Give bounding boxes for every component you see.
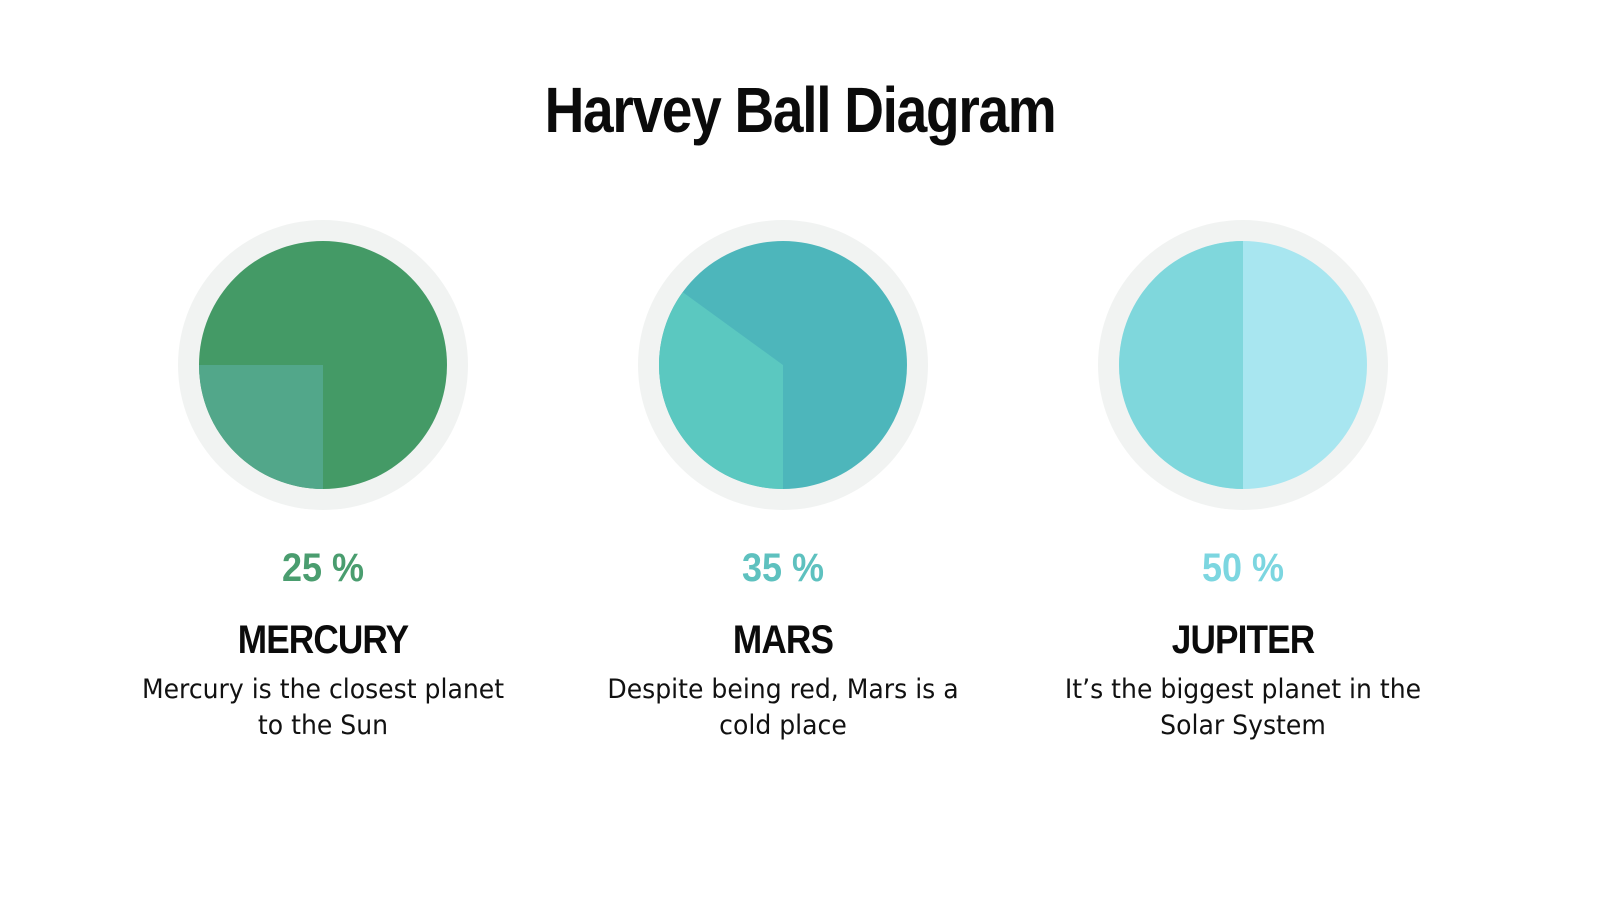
ball-slice: [199, 365, 323, 489]
harvey-ball: [1098, 220, 1388, 510]
ball-slice: [658, 292, 783, 489]
harvey-item-mercury: 25 % MERCURY Mercury is the closest plan…: [113, 220, 533, 780]
harvey-item-mars: 35 % MARS Despite being red, Mars is a c…: [573, 220, 993, 780]
harvey-ball-chart: [178, 220, 468, 510]
page-title: Harvey Ball Diagram: [544, 74, 1057, 146]
item-name: MARS: [732, 618, 834, 662]
value-label: 35 %: [741, 546, 825, 590]
item-description: Mercury is the closest planet to the Sun: [141, 674, 505, 741]
item-description: It’s the biggest planet in the Solar Sys…: [1064, 674, 1422, 741]
value-label: 50 %: [1201, 546, 1285, 590]
harvey-ball: [178, 220, 468, 510]
harvey-item-jupiter: 50 % JUPITER It’s the biggest planet in …: [1033, 220, 1453, 780]
ball-slice: [1119, 241, 1243, 489]
harvey-ball-chart: [1098, 220, 1388, 510]
harvey-ball: [638, 220, 928, 510]
item-description: Despite being red, Mars is a cold place: [607, 674, 959, 741]
item-name: MERCURY: [237, 618, 409, 662]
harvey-ball-chart: [638, 220, 928, 510]
value-label: 25 %: [281, 546, 365, 590]
item-name: JUPITER: [1171, 618, 1315, 662]
